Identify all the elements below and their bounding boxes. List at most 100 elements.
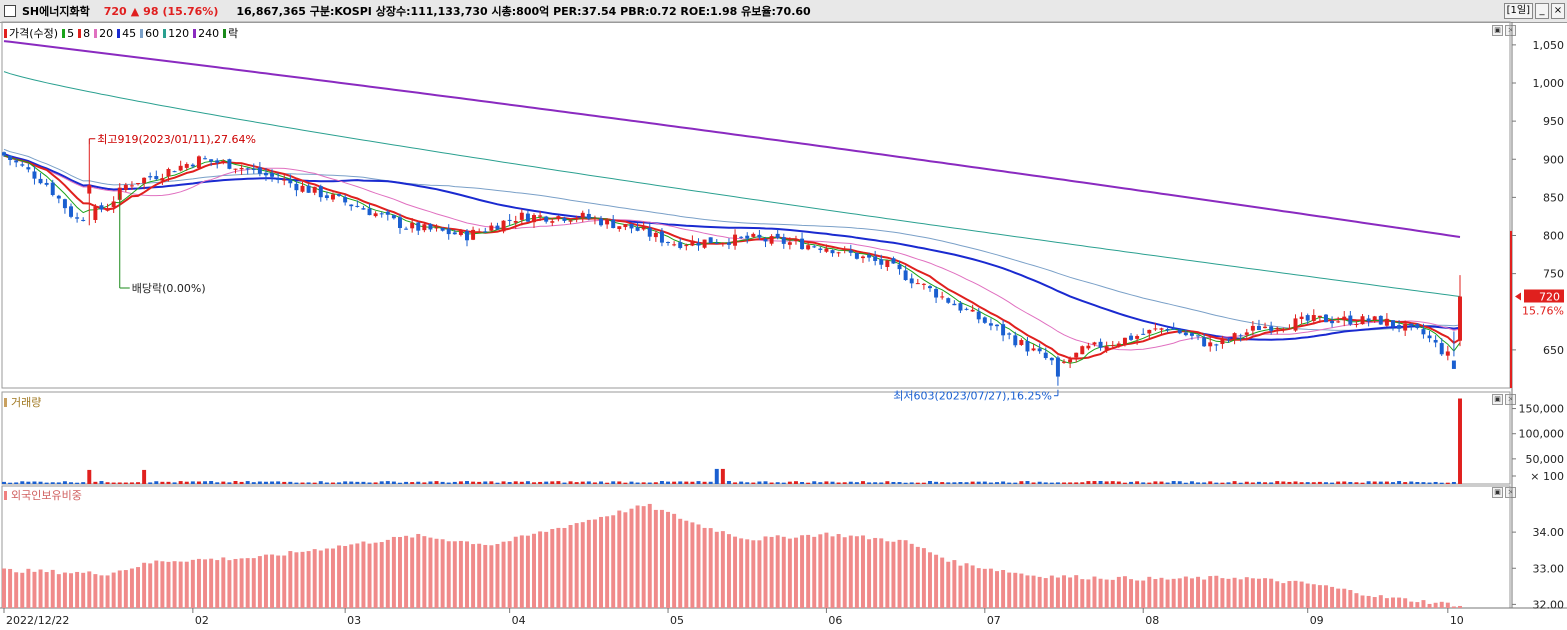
volume-bar [1238, 482, 1243, 484]
candle-body [964, 308, 969, 310]
candle-body [495, 225, 500, 230]
candle-body [1445, 351, 1450, 356]
foreign-bar [1196, 576, 1201, 608]
candle-body [958, 303, 963, 311]
candle-body [391, 215, 396, 219]
foreign-bar [117, 570, 122, 608]
volume-bar [1110, 481, 1115, 484]
panel-restore-button[interactable]: ▣ [1492, 25, 1503, 36]
volume-bar [1135, 481, 1140, 484]
volume-bar [1183, 482, 1188, 484]
foreign-bar [416, 533, 421, 608]
candle-body [288, 179, 293, 184]
foreign-bar [1092, 576, 1097, 608]
foreign-bar [50, 569, 55, 608]
candle-body [842, 248, 847, 251]
candle-body [221, 160, 226, 163]
volume-bar [1415, 481, 1420, 484]
volume-bar [123, 482, 128, 484]
foreign-bar [623, 512, 628, 608]
candle-body [1183, 332, 1188, 336]
candle-body [501, 220, 506, 232]
foreign-bar [270, 554, 275, 608]
foreign-bar [1439, 601, 1444, 608]
candle-body [69, 206, 73, 217]
volume-bar [550, 481, 555, 484]
volume-bar [848, 481, 853, 484]
foreign-bar [93, 574, 98, 608]
foreign-bar [1348, 590, 1353, 608]
dividend-label: 배당락(0.00%) [132, 282, 206, 295]
select-checkbox[interactable] [4, 5, 16, 17]
close-button[interactable]: × [1551, 3, 1565, 19]
price-legend: 가격(수정) 5 8 20 45 60 120 240 락 [4, 25, 238, 41]
volume-bar [854, 482, 859, 484]
candle-body [1409, 323, 1414, 326]
candle-body [605, 219, 610, 225]
volume-bar [647, 482, 652, 484]
volume-bar [50, 482, 55, 484]
volume-bar [263, 481, 268, 484]
foreign-bar [69, 573, 73, 608]
candle-body [1208, 342, 1213, 347]
foreign-bar [330, 548, 335, 608]
volume-bar [203, 481, 208, 484]
legend-item: 5 [62, 27, 74, 40]
price-tick-label: 1,050 [1533, 39, 1565, 52]
volume-bar [458, 481, 463, 484]
candle-body [81, 219, 86, 221]
candle-body [1074, 352, 1079, 358]
volume-bar [239, 481, 244, 484]
volume-bar [1019, 481, 1024, 484]
volume-bar [781, 482, 786, 484]
foreign-bar [1458, 605, 1462, 608]
foreign-bar [970, 565, 975, 608]
foreign-bar [647, 503, 652, 608]
foreign-bar [1366, 595, 1371, 608]
foreign-bar [532, 533, 536, 608]
candle-body [1281, 328, 1286, 330]
candle-body [1244, 332, 1249, 335]
volume-tick-label: × 100 [1530, 470, 1564, 483]
volume-bar [160, 481, 165, 484]
foreign-bar [824, 532, 829, 608]
foreign-bar [87, 571, 92, 608]
volume-bar [318, 481, 323, 484]
foreign-bar [184, 561, 189, 608]
legend-label: 120 [168, 26, 190, 40]
foreign-bar [946, 561, 951, 608]
candle-body [1153, 328, 1158, 330]
price-tick-label: 950 [1543, 115, 1564, 128]
foreign-bar [592, 519, 597, 608]
foreign-bar [836, 534, 841, 608]
volume-bar [337, 482, 342, 484]
period-button[interactable]: [1일] [1503, 3, 1533, 19]
volume-bar [1220, 482, 1225, 484]
volume-bar [81, 482, 86, 484]
candle-body [739, 236, 744, 238]
foreign-bar [562, 527, 567, 608]
legend-item: 120 [163, 27, 189, 40]
foreign-bar [56, 574, 61, 608]
foreign-bar [1104, 579, 1109, 608]
volume-bar [26, 481, 31, 484]
volume-bar [1189, 481, 1194, 484]
candle-body [836, 252, 841, 254]
legend-color-mark [94, 28, 98, 38]
volume-bar [1098, 481, 1103, 484]
panel-restore-button[interactable]: ▣ [1492, 487, 1503, 498]
up-triangle-icon: ▲ [130, 4, 140, 18]
panel-restore-button[interactable]: ▣ [1492, 394, 1503, 405]
volume-bar [1281, 481, 1286, 484]
volume-bar [343, 481, 348, 484]
volume-bar [1360, 482, 1365, 484]
volume-bar [1104, 481, 1109, 484]
minimize-button[interactable]: _ [1535, 3, 1549, 19]
candle-body [489, 225, 494, 231]
candle-body [793, 239, 798, 242]
candle-body [903, 270, 908, 281]
candle-body [934, 288, 939, 298]
volume-bar [580, 481, 585, 484]
candle-body [1043, 352, 1048, 359]
